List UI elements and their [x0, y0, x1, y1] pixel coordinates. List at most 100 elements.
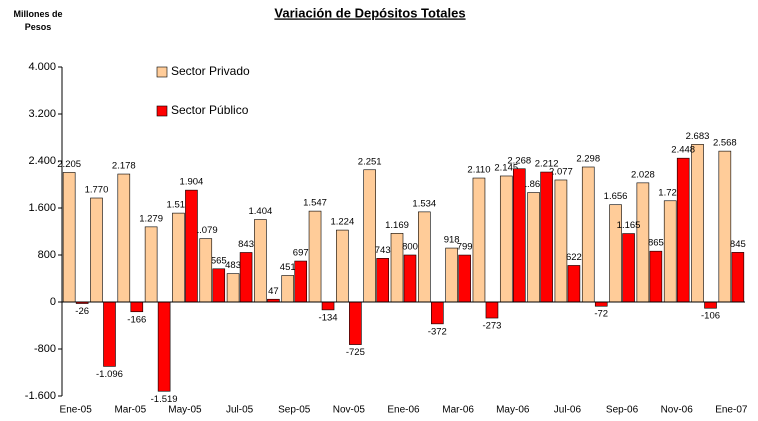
data-label: 1.770	[85, 185, 109, 196]
bar	[581, 166, 595, 303]
data-label: -273	[482, 321, 501, 332]
data-label: -372	[428, 326, 447, 337]
data-label: 697	[293, 248, 309, 259]
x-tick-label: Nov-05	[333, 405, 366, 416]
x-tick-label: May-05	[168, 405, 202, 416]
bar	[554, 179, 568, 303]
y-tick-label: 800	[38, 249, 56, 261]
data-label: 2.178	[112, 161, 136, 172]
data-label: 2.568	[713, 138, 737, 149]
bar	[308, 210, 322, 303]
bar	[649, 250, 663, 303]
y-tick-label: 1.600	[28, 202, 56, 214]
data-label: 565	[211, 255, 227, 266]
data-label: 622	[566, 252, 582, 263]
data-label: 1.656	[604, 191, 628, 202]
x-tick-label: Jul-06	[554, 405, 582, 416]
data-label: 799	[457, 242, 473, 253]
bar	[172, 212, 185, 303]
data-label: 1.404	[249, 206, 273, 217]
bar	[103, 301, 116, 367]
bar	[294, 260, 308, 303]
y-tick-label: 4.000	[28, 61, 56, 73]
bar	[376, 258, 389, 303]
data-label: 1.723	[658, 187, 682, 198]
data-label: 1.279	[139, 213, 163, 224]
bar	[349, 301, 362, 345]
chart-title: Variación de Depósitos Totales	[274, 5, 465, 20]
bar	[130, 301, 144, 313]
bar	[663, 200, 677, 303]
bar	[485, 301, 499, 319]
bar	[567, 265, 581, 303]
data-label: -1.096	[96, 369, 123, 380]
data-label: 483	[225, 260, 241, 271]
data-label: 1.079	[194, 225, 218, 236]
bar	[321, 301, 335, 311]
bar	[512, 168, 526, 303]
data-label: 1.547	[303, 198, 327, 209]
y-tick-label: 2.400	[28, 155, 56, 167]
bar	[212, 268, 226, 303]
bar	[622, 233, 635, 303]
data-label: 1.863	[522, 179, 546, 190]
data-label: 2.145	[494, 162, 518, 173]
data-label: 1.165	[617, 220, 641, 231]
data-label: 2.205	[57, 159, 81, 170]
data-label: -134	[319, 312, 338, 323]
bar	[594, 301, 608, 307]
legend-swatch	[156, 105, 168, 117]
legend-swatch	[156, 66, 168, 78]
data-label: 2.268	[507, 155, 531, 166]
data-label: 843	[238, 239, 254, 250]
x-tick-label: Nov-06	[661, 405, 694, 416]
bar	[691, 144, 704, 303]
data-label: 1.534	[412, 198, 436, 209]
data-label: -72	[594, 309, 608, 320]
bar	[540, 171, 553, 303]
bar	[418, 211, 431, 303]
legend-label: Sector Privado	[171, 64, 250, 78]
x-tick-label: Sep-05	[278, 405, 311, 416]
data-label: 918	[444, 235, 460, 246]
bar	[363, 169, 376, 303]
y-axis-label: Millones de Pesos	[13, 9, 63, 32]
bar	[499, 175, 513, 303]
x-tick-label: Mar-06	[442, 405, 474, 416]
y-tick-label: 3.200	[28, 108, 56, 120]
bar	[731, 252, 745, 303]
data-label: 2.251	[358, 156, 382, 167]
data-label: 743	[375, 245, 391, 256]
data-label: 845	[730, 239, 746, 250]
bar	[254, 219, 267, 303]
bar	[527, 192, 540, 303]
bar	[458, 254, 471, 303]
data-label: 47	[268, 286, 279, 297]
data-label: 1.224	[330, 217, 354, 228]
bar	[472, 177, 486, 303]
bar	[90, 197, 103, 303]
bar	[157, 301, 171, 392]
data-label: 2.028	[631, 169, 655, 180]
bar	[403, 254, 417, 303]
data-label: 865	[648, 238, 664, 249]
bar	[199, 238, 213, 303]
bar	[281, 275, 295, 303]
x-tick-label: Ene-06	[387, 405, 420, 416]
data-label: -1.519	[151, 394, 178, 405]
bar	[144, 226, 158, 303]
data-label: 2.683	[686, 131, 710, 142]
bar	[431, 301, 444, 325]
y-tick-label: 0	[50, 296, 56, 308]
data-label: 2.448	[671, 145, 695, 156]
bar	[704, 301, 717, 309]
data-label: 800	[402, 242, 418, 253]
bar	[336, 229, 349, 303]
data-label: -106	[701, 311, 720, 322]
data-label: 1.169	[385, 220, 409, 231]
bar	[445, 247, 458, 303]
data-label: 1.513	[167, 200, 191, 211]
x-tick-label: Sep-06	[606, 405, 639, 416]
